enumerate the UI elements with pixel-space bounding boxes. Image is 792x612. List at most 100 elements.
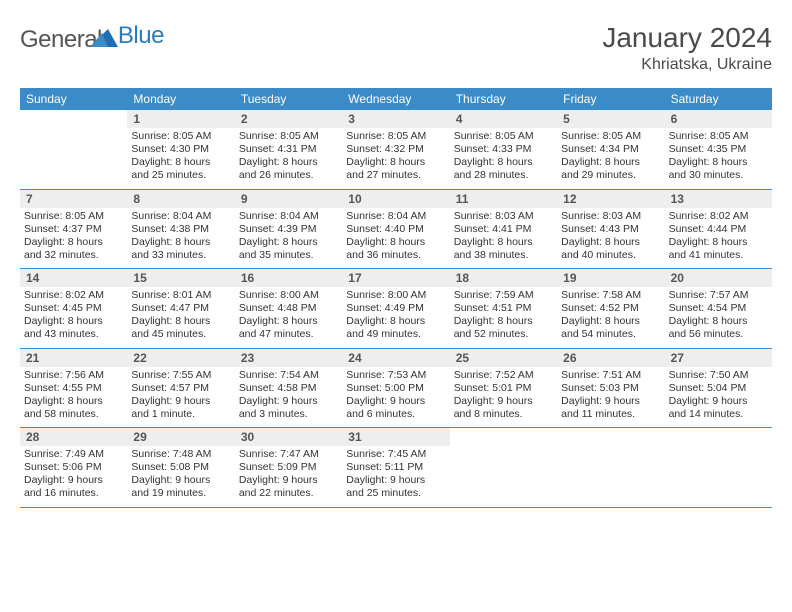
day-cell: 4Sunrise: 8:05 AMSunset: 4:33 PMDaylight… — [450, 110, 557, 189]
daylight-line: Daylight: 9 hours — [24, 474, 123, 487]
daylight-line: Daylight: 9 hours — [346, 395, 445, 408]
day-cell: 3Sunrise: 8:05 AMSunset: 4:32 PMDaylight… — [342, 110, 449, 189]
sunrise-line: Sunrise: 8:03 AM — [561, 210, 660, 223]
day-cell: 29Sunrise: 7:48 AMSunset: 5:08 PMDayligh… — [127, 428, 234, 507]
sunrise-line: Sunrise: 7:53 AM — [346, 369, 445, 382]
day-number: 20 — [665, 269, 772, 287]
daylight-line: Daylight: 8 hours — [669, 236, 768, 249]
week-row: 7Sunrise: 8:05 AMSunset: 4:37 PMDaylight… — [20, 190, 772, 270]
sunset-line: Sunset: 5:06 PM — [24, 461, 123, 474]
day-number: 5 — [557, 110, 664, 128]
daylight-line: Daylight: 8 hours — [131, 315, 230, 328]
sunset-line: Sunset: 4:45 PM — [24, 302, 123, 315]
daylight-line: Daylight: 9 hours — [669, 395, 768, 408]
daylight-line: and 28 minutes. — [454, 169, 553, 182]
day-cell: 18Sunrise: 7:59 AMSunset: 4:51 PMDayligh… — [450, 269, 557, 348]
sunset-line: Sunset: 4:39 PM — [239, 223, 338, 236]
sunrise-line: Sunrise: 7:48 AM — [131, 448, 230, 461]
day-number: 1 — [127, 110, 234, 128]
daylight-line: Daylight: 9 hours — [131, 474, 230, 487]
day-cell: 26Sunrise: 7:51 AMSunset: 5:03 PMDayligh… — [557, 349, 664, 428]
daylight-line: Daylight: 8 hours — [454, 156, 553, 169]
sunset-line: Sunset: 5:08 PM — [131, 461, 230, 474]
daylight-line: Daylight: 9 hours — [131, 395, 230, 408]
daylight-line: and 58 minutes. — [24, 408, 123, 421]
sunset-line: Sunset: 4:38 PM — [131, 223, 230, 236]
daylight-line: and 8 minutes. — [454, 408, 553, 421]
day-header-thu: Thursday — [450, 88, 557, 110]
day-cell — [450, 428, 557, 507]
day-number: 13 — [665, 190, 772, 208]
day-header-tue: Tuesday — [235, 88, 342, 110]
sunrise-line: Sunrise: 7:51 AM — [561, 369, 660, 382]
page-location: Khriatska, Ukraine — [602, 56, 772, 74]
week-row: 21Sunrise: 7:56 AMSunset: 4:55 PMDayligh… — [20, 349, 772, 429]
sunset-line: Sunset: 5:01 PM — [454, 382, 553, 395]
sunrise-line: Sunrise: 7:52 AM — [454, 369, 553, 382]
day-number: 25 — [450, 349, 557, 367]
daylight-line: Daylight: 9 hours — [239, 474, 338, 487]
daylight-line: Daylight: 8 hours — [561, 315, 660, 328]
daylight-line: and 43 minutes. — [24, 328, 123, 341]
daylight-line: and 54 minutes. — [561, 328, 660, 341]
sunrise-line: Sunrise: 8:05 AM — [454, 130, 553, 143]
day-number: 11 — [450, 190, 557, 208]
daylight-line: and 56 minutes. — [669, 328, 768, 341]
day-cell: 12 Sunrise: 8:03 AMSunset: 4:43 PMDayligh… — [557, 190, 664, 269]
day-number: 30 — [235, 428, 342, 446]
day-number: 21 — [20, 349, 127, 367]
day-number: 12 — [557, 190, 664, 208]
day-header-row: Sunday Monday Tuesday Wednesday Thursday… — [20, 88, 772, 110]
day-number — [450, 428, 557, 432]
day-cell: 15Sunrise: 8:01 AMSunset: 4:47 PMDayligh… — [127, 269, 234, 348]
day-number: 6 — [665, 110, 772, 128]
brand-triangle-icon — [90, 29, 118, 52]
day-number: 15 — [127, 269, 234, 287]
daylight-line: Daylight: 8 hours — [24, 395, 123, 408]
daylight-line: Daylight: 8 hours — [24, 315, 123, 328]
title-block: January 2024 Khriatska, Ukraine — [602, 22, 772, 74]
day-cell — [20, 110, 127, 189]
day-cell: 14Sunrise: 8:02 AMSunset: 4:45 PMDayligh… — [20, 269, 127, 348]
sunset-line: Sunset: 5:11 PM — [346, 461, 445, 474]
sunset-line: Sunset: 4:55 PM — [24, 382, 123, 395]
daylight-line: Daylight: 8 hours — [669, 315, 768, 328]
day-cell: 24Sunrise: 7:53 AMSunset: 5:00 PMDayligh… — [342, 349, 449, 428]
daylight-line: Daylight: 9 hours — [454, 395, 553, 408]
day-number: 22 — [127, 349, 234, 367]
sunrise-line: Sunrise: 8:04 AM — [131, 210, 230, 223]
day-cell: 8 Sunrise: 8:04 AMSunset: 4:38 PMDaylight… — [127, 190, 234, 269]
daylight-line: Daylight: 8 hours — [561, 236, 660, 249]
sunrise-line: Sunrise: 8:00 AM — [346, 289, 445, 302]
daylight-line: and 52 minutes. — [454, 328, 553, 341]
day-cell: 22Sunrise: 7:55 AMSunset: 4:57 PMDayligh… — [127, 349, 234, 428]
sunset-line: Sunset: 4:44 PM — [669, 223, 768, 236]
weeks-container: 1Sunrise: 8:05 AMSunset: 4:30 PMDaylight… — [20, 110, 772, 508]
sunrise-line: Sunrise: 7:56 AM — [24, 369, 123, 382]
sunset-line: Sunset: 4:40 PM — [346, 223, 445, 236]
sunset-line: Sunset: 4:32 PM — [346, 143, 445, 156]
daylight-line: and 35 minutes. — [239, 249, 338, 262]
day-cell: 27Sunrise: 7:50 AMSunset: 5:04 PMDayligh… — [665, 349, 772, 428]
sunset-line: Sunset: 5:04 PM — [669, 382, 768, 395]
day-number: 9 — [235, 190, 342, 208]
sunrise-line: Sunrise: 8:00 AM — [239, 289, 338, 302]
sunset-line: Sunset: 5:00 PM — [346, 382, 445, 395]
daylight-line: and 32 minutes. — [24, 249, 123, 262]
day-cell: 16Sunrise: 8:00 AMSunset: 4:48 PMDayligh… — [235, 269, 342, 348]
sunset-line: Sunset: 4:43 PM — [561, 223, 660, 236]
day-number: 8 — [127, 190, 234, 208]
week-row: 28Sunrise: 7:49 AMSunset: 5:06 PMDayligh… — [20, 428, 772, 508]
daylight-line: and 22 minutes. — [239, 487, 338, 500]
day-cell: 1Sunrise: 8:05 AMSunset: 4:30 PMDaylight… — [127, 110, 234, 189]
daylight-line: Daylight: 8 hours — [346, 156, 445, 169]
day-number: 17 — [342, 269, 449, 287]
daylight-line: and 25 minutes. — [131, 169, 230, 182]
daylight-line: Daylight: 8 hours — [561, 156, 660, 169]
daylight-line: Daylight: 8 hours — [131, 236, 230, 249]
daylight-line: and 30 minutes. — [669, 169, 768, 182]
day-cell: 30Sunrise: 7:47 AMSunset: 5:09 PMDayligh… — [235, 428, 342, 507]
sunset-line: Sunset: 4:37 PM — [24, 223, 123, 236]
calendar-grid: Sunday Monday Tuesday Wednesday Thursday… — [20, 88, 772, 508]
daylight-line: and 26 minutes. — [239, 169, 338, 182]
